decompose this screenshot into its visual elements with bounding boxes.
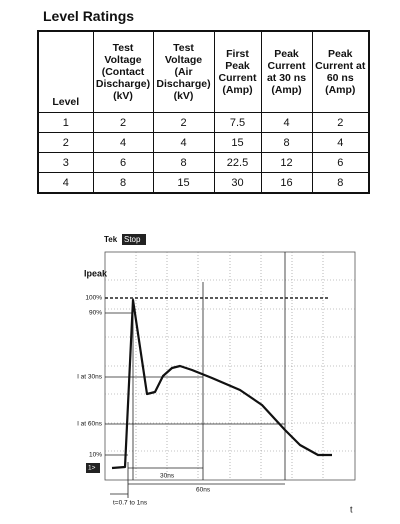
header-row: Level Test Voltage (Contact Discharge) (… (37, 30, 370, 113)
table-cell: 15 (213, 132, 262, 153)
y-title: Ipeak (84, 268, 108, 278)
column-header: Test Voltage (Air Discharge) (kV) (152, 30, 215, 113)
table-cell: 7.5 (213, 112, 262, 133)
column-header: Test Voltage (Contact Discharge) (kV) (92, 30, 154, 113)
table-cell: 16 (260, 172, 313, 194)
table-cell: 2 (152, 112, 215, 133)
table-cell: 2 (37, 132, 94, 153)
table-cell: 12 (260, 152, 313, 173)
table-cell: 3 (37, 152, 94, 173)
table-row: 4 8 15 30 16 8 (37, 172, 370, 194)
table-cell: 8 (311, 172, 370, 194)
table-cell: 2 (311, 112, 370, 133)
status-badge (122, 234, 146, 245)
table-cell: 8 (152, 152, 215, 173)
level-lines (105, 252, 330, 498)
table-cell: 8 (92, 172, 154, 194)
level-label: I at 30ns (77, 374, 103, 381)
x-title: t (350, 504, 353, 514)
table-cell: 4 (152, 132, 215, 153)
table-body: 1 2 2 7.5 4 2 2 4 4 15 8 4 3 6 8 22.5 12 6 4 8 15 30 16 8 (37, 112, 370, 194)
title: Level Ratings (43, 8, 135, 24)
scope-grid (104, 251, 356, 481)
status: Stop (124, 235, 141, 244)
waveform (111, 298, 332, 470)
table-row: 3 6 8 22.5 12 6 (37, 152, 370, 173)
level-label: 90% (89, 310, 102, 317)
table-cell: 6 (92, 152, 154, 173)
table-cell: 2 (92, 112, 154, 133)
table-cell: 4 (260, 112, 313, 133)
table-row: 1 2 2 7.5 4 2 (37, 112, 370, 133)
channel-marker (86, 463, 100, 473)
span-label: 60ns (196, 487, 211, 494)
column-header: First Peak Current (Amp) (213, 30, 262, 113)
level-label: 10% (89, 452, 102, 459)
channel: 1> (88, 465, 96, 472)
table-cell: 22.5 (213, 152, 262, 173)
ratings-table: Level Test Voltage (Contact Discharge) (… (37, 30, 370, 194)
span-label: 30ns (160, 473, 175, 480)
table-cell: 1 (37, 112, 94, 133)
rise-time: t=0.7 to 1ns (113, 500, 148, 507)
table-row: 2 4 4 15 8 4 (37, 132, 370, 153)
table-cell: 15 (152, 172, 215, 194)
table-cell: 4 (37, 172, 94, 194)
table-cell: 4 (92, 132, 154, 153)
brand: Tek (104, 235, 118, 244)
table-cell: 4 (311, 132, 370, 153)
table-cell: 8 (260, 132, 313, 153)
table-cell: 30 (213, 172, 262, 194)
column-header: Peak Current at 30 ns (Amp) (260, 30, 313, 113)
column-header: Peak Current at 60 ns (Amp) (311, 30, 370, 113)
column-header: Level (37, 30, 94, 113)
level-label: I at 60ns (77, 421, 103, 428)
table-cell: 6 (311, 152, 370, 173)
level-label: 100% (85, 295, 102, 302)
scope-diagram: Tek Stop Ipeak 100% 90% I at 30ns I at 6… (77, 234, 356, 514)
